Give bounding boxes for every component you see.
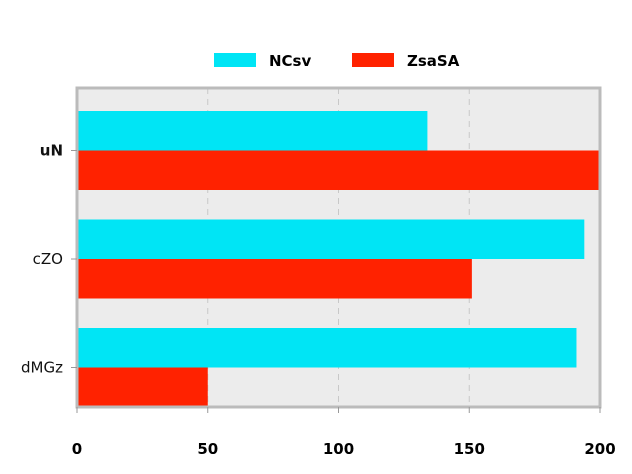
x-tick-label-150: 150 xyxy=(454,440,485,458)
bar-NCsv-cZO xyxy=(77,219,585,259)
legend-swatch-ZsaSA xyxy=(352,53,394,67)
bar-ZsaSA-uN xyxy=(77,150,600,190)
legend: NCsv ZsaSA xyxy=(214,52,460,70)
x-tick-label-200: 200 xyxy=(584,440,615,458)
y-tick-label-dMGz: dMGz xyxy=(21,359,63,377)
bar-ZsaSA-dMGz xyxy=(77,367,208,407)
bars xyxy=(77,111,600,407)
x-tick-label-50: 50 xyxy=(197,440,218,458)
x-axis-ticks: 0 50 100 150 200 xyxy=(72,407,616,458)
y-tick-label-uN: uN xyxy=(40,142,63,160)
y-axis-ticks: uN cZO dMGz xyxy=(21,142,77,377)
bar-ZsaSA-cZO xyxy=(77,259,472,299)
bar-NCsv-uN xyxy=(77,111,428,151)
x-tick-label-100: 100 xyxy=(323,440,354,458)
y-tick-label-cZO: cZO xyxy=(33,250,63,268)
bar-NCsv-dMGz xyxy=(77,328,577,368)
legend-label-NCsv: NCsv xyxy=(269,52,311,70)
x-tick-label-0: 0 xyxy=(72,440,82,458)
legend-swatch-NCsv xyxy=(214,53,256,67)
legend-label-ZsaSA: ZsaSA xyxy=(407,52,460,70)
